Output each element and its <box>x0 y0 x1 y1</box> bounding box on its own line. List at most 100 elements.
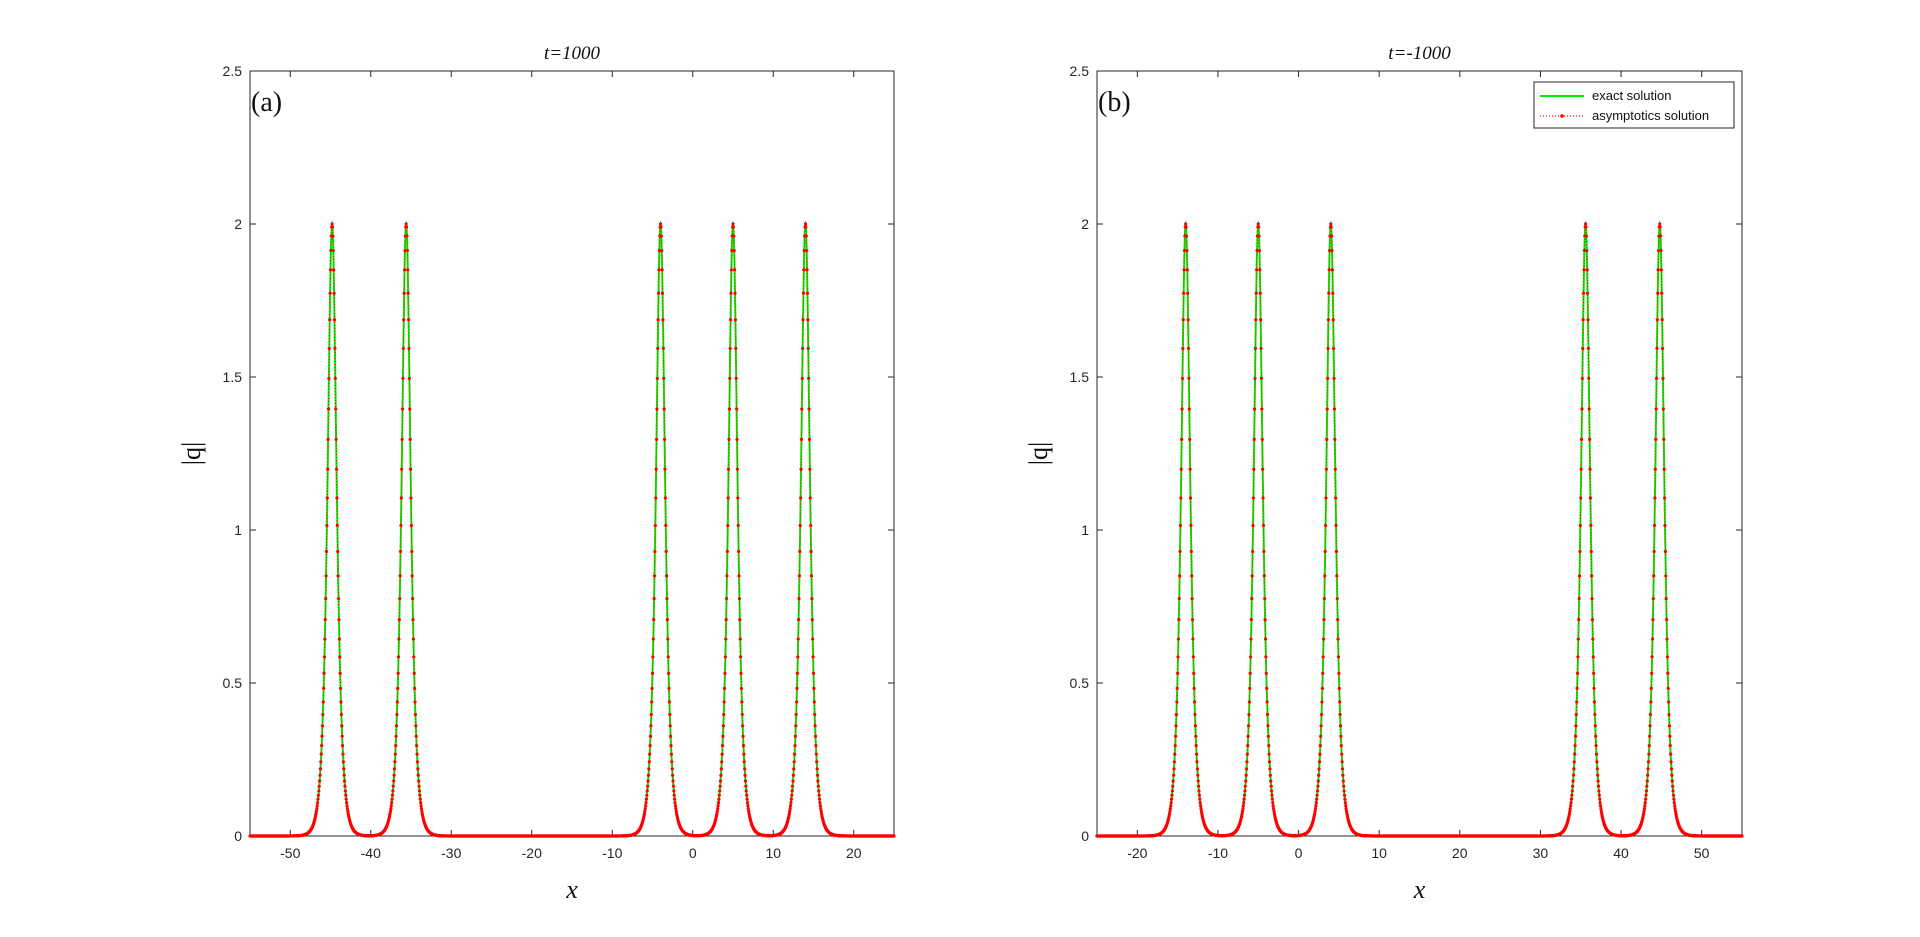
asymptotics-marker <box>1258 268 1262 272</box>
asymptotics-marker <box>736 523 740 528</box>
asymptotics-marker <box>744 789 748 793</box>
asymptotics-marker <box>1263 596 1267 601</box>
asymptotics-marker <box>1586 318 1590 322</box>
asymptotics-marker <box>332 268 336 272</box>
asymptotics-marker <box>814 752 818 756</box>
asymptotics-marker <box>406 291 410 295</box>
asymptotics-marker <box>390 797 394 801</box>
asymptotics-marker <box>720 743 725 748</box>
asymptotics-marker <box>813 712 817 717</box>
asymptotics-marker <box>1344 809 1349 813</box>
asymptotics-marker <box>334 407 338 411</box>
asymptotics-marker <box>735 467 740 471</box>
asymptotics-marker <box>1573 752 1577 756</box>
asymptotics-marker <box>1185 268 1189 272</box>
asymptotics-marker <box>338 671 342 675</box>
asymptotics-marker <box>1255 268 1259 272</box>
asymptotics-marker <box>1664 596 1668 601</box>
asymptotics-marker <box>1272 809 1276 813</box>
asymptotics-marker <box>652 618 656 622</box>
asymptotics-marker <box>791 773 795 777</box>
asymptotics-marker <box>320 743 324 748</box>
asymptotics-marker <box>662 376 666 381</box>
asymptotics-marker <box>318 773 322 777</box>
asymptotics-marker <box>1581 318 1585 322</box>
asymptotics-marker <box>1257 248 1262 253</box>
asymptotics-marker <box>736 496 740 500</box>
asymptotics-marker <box>729 268 733 272</box>
asymptotics-marker <box>659 234 663 238</box>
asymptotics-marker <box>724 618 728 622</box>
asymptotics-marker <box>1189 549 1193 554</box>
asymptotics-marker <box>396 671 400 675</box>
asymptotics-marker <box>1313 807 1318 811</box>
asymptotics-marker <box>1653 496 1657 500</box>
asymptotics-marker <box>1265 712 1270 717</box>
asymptotics-marker <box>1266 734 1270 738</box>
asymptotics-marker <box>742 752 746 756</box>
asymptotics-marker <box>1669 760 1673 764</box>
asymptotics-marker <box>672 789 676 793</box>
asymptotics-marker <box>1661 376 1665 381</box>
asymptotics-marker <box>643 809 647 813</box>
asymptotics-marker <box>1263 618 1267 622</box>
asymptotics-marker <box>796 655 800 659</box>
asymptotics-marker <box>1178 574 1182 578</box>
asymptotics-marker <box>411 618 415 622</box>
asymptotics-marker <box>1241 804 1245 808</box>
asymptotics-marker <box>1581 291 1586 295</box>
asymptotics-marker <box>731 222 735 226</box>
asymptotics-marker <box>802 248 806 253</box>
asymptotics-marker <box>1574 724 1578 728</box>
asymptotics-marker <box>412 655 416 659</box>
asymptotics-marker <box>1184 225 1188 229</box>
asymptotics-marker <box>734 346 738 351</box>
asymptotics-marker <box>728 346 732 351</box>
asymptotics-marker <box>735 437 739 441</box>
asymptotics-marker <box>1269 779 1273 783</box>
asymptotics-marker <box>735 407 739 411</box>
asymptotics-marker <box>345 804 349 808</box>
asymptotics-marker <box>671 773 675 777</box>
series-asymptotics-line <box>250 222 894 837</box>
asymptotics-marker <box>804 225 808 229</box>
asymptotics-marker <box>1659 248 1663 253</box>
asymptotics-marker <box>728 318 733 322</box>
asymptotics-marker <box>1664 574 1668 578</box>
asymptotics-marker <box>797 596 801 601</box>
x-tick-label: 30 <box>1533 845 1549 861</box>
asymptotics-marker <box>668 712 672 717</box>
asymptotics-marker <box>1192 671 1196 675</box>
asymptotics-marker <box>1325 376 1330 381</box>
asymptotics-marker <box>650 700 654 704</box>
asymptotics-marker <box>1184 222 1188 226</box>
asymptotics-marker <box>320 734 324 738</box>
asymptotics-marker <box>1671 784 1675 788</box>
asymptotics-marker <box>1320 686 1324 690</box>
asymptotics-marker <box>390 800 394 805</box>
panel-b-label: (b) <box>1098 87 1131 118</box>
asymptotics-marker <box>651 637 655 641</box>
asymptotics-marker <box>1662 467 1666 471</box>
asymptotics-marker <box>1587 407 1591 411</box>
asymptotics-marker <box>400 407 405 411</box>
asymptotics-marker <box>1169 797 1174 801</box>
asymptotics-marker <box>728 376 732 381</box>
asymptotics-marker <box>646 784 650 788</box>
asymptotics-marker <box>1194 743 1198 748</box>
asymptotics-marker <box>398 549 403 554</box>
asymptotics-marker <box>1261 467 1265 471</box>
asymptotics-marker <box>1643 800 1647 805</box>
asymptotics-marker <box>1250 596 1254 601</box>
asymptotics-marker <box>664 523 668 528</box>
asymptotics-marker <box>420 809 424 813</box>
asymptotics-marker <box>1257 225 1261 229</box>
asymptotics-marker <box>663 496 667 500</box>
asymptotics-marker <box>1595 760 1599 764</box>
asymptotics-marker <box>1340 760 1344 764</box>
asymptotics-marker <box>318 767 323 771</box>
asymptotics-marker <box>1572 760 1576 764</box>
asymptotics-marker <box>1658 222 1662 226</box>
asymptotics-marker <box>1575 671 1580 675</box>
asymptotics-marker <box>1647 752 1651 756</box>
